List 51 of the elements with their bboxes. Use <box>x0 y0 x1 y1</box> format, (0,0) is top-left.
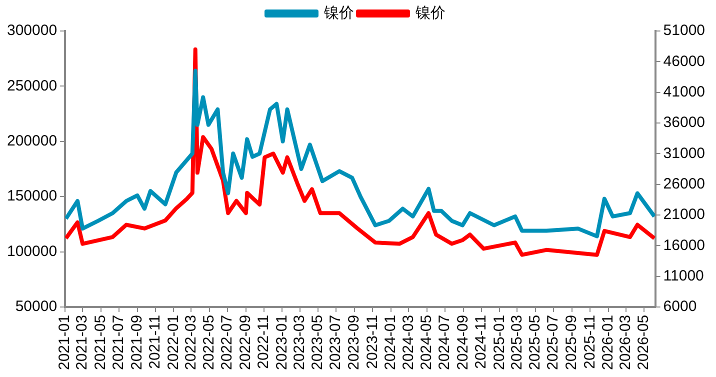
x-tick-label: 2026-01 <box>599 314 616 370</box>
x-tick-label: 2025-05 <box>526 314 544 370</box>
y-tick-label: 200000 <box>6 132 58 150</box>
x-tick-label: 2025-03 <box>508 314 526 370</box>
y2-tick-label: 31000 <box>663 144 706 162</box>
x-tick-label: 2024-05 <box>418 314 435 370</box>
x-tick-label: 2022-11 <box>255 314 272 369</box>
y2-tick-label: 36000 <box>663 114 706 132</box>
x-tick-label: 2024-01 <box>382 314 399 370</box>
legend-label: 镍价 <box>414 3 446 22</box>
x-tick-label: 2025-11 <box>581 314 598 369</box>
y2-tick-label: 16000 <box>663 236 706 254</box>
y2-tick-label: 21000 <box>663 206 706 224</box>
x-tick-label: 2023-05 <box>309 314 326 370</box>
y2-tick-label: 6000 <box>663 298 697 316</box>
y2-tick-label: 51000 <box>663 22 706 40</box>
y-tick-label: 50000 <box>15 298 58 316</box>
y2-tick-label: 41000 <box>663 83 706 100</box>
x-tick-label: 2021-05 <box>92 314 109 370</box>
x-tick-label: 2022-07 <box>218 314 236 370</box>
y2-tick-label: 26000 <box>663 175 706 192</box>
x-tick-label: 2023-03 <box>290 314 308 370</box>
x-tick-label: 2025-01 <box>490 314 508 370</box>
x-tick-label: 2021-07 <box>110 314 128 370</box>
x-tick-label: 2024-11 <box>472 314 490 369</box>
x-tick-label: 2025-07 <box>544 314 562 370</box>
x-tick-label: 2023-01 <box>273 314 290 370</box>
x-tick-label: 2022-09 <box>237 314 254 370</box>
legend-label: 镍价 <box>323 3 354 22</box>
x-tick-label: 2023-09 <box>346 314 363 370</box>
x-tick-label: 2025-09 <box>563 314 580 370</box>
y-tick-label: 100000 <box>6 242 58 260</box>
x-tick-label: 2021-11 <box>146 314 164 369</box>
x-tick-label: 2021-03 <box>74 314 91 370</box>
x-tick-label: 2024-07 <box>436 314 454 370</box>
x-tick-label: 2024-09 <box>454 314 472 370</box>
x-tick-label: 2024-03 <box>400 314 417 370</box>
x-tick-label: 2026-05 <box>635 314 652 370</box>
x-tick-label: 2022-03 <box>182 314 200 370</box>
x-tick-label: 2023-11 <box>364 314 381 369</box>
y-tick-label: 250000 <box>6 77 58 94</box>
x-tick-label: 2023-07 <box>327 314 344 370</box>
y2-tick-label: 11000 <box>663 267 704 284</box>
y-tick-label: 150000 <box>6 188 58 205</box>
x-tick-label: 2026-03 <box>616 314 634 370</box>
y-tick-label: 300000 <box>6 22 58 40</box>
x-tick-label: 2021-01 <box>56 314 74 370</box>
y2-tick-label: 46000 <box>663 52 706 70</box>
x-tick-label: 2022-05 <box>200 314 218 370</box>
x-tick-label: 2021-09 <box>128 314 146 370</box>
x-tick-label: 2022-01 <box>164 314 182 370</box>
